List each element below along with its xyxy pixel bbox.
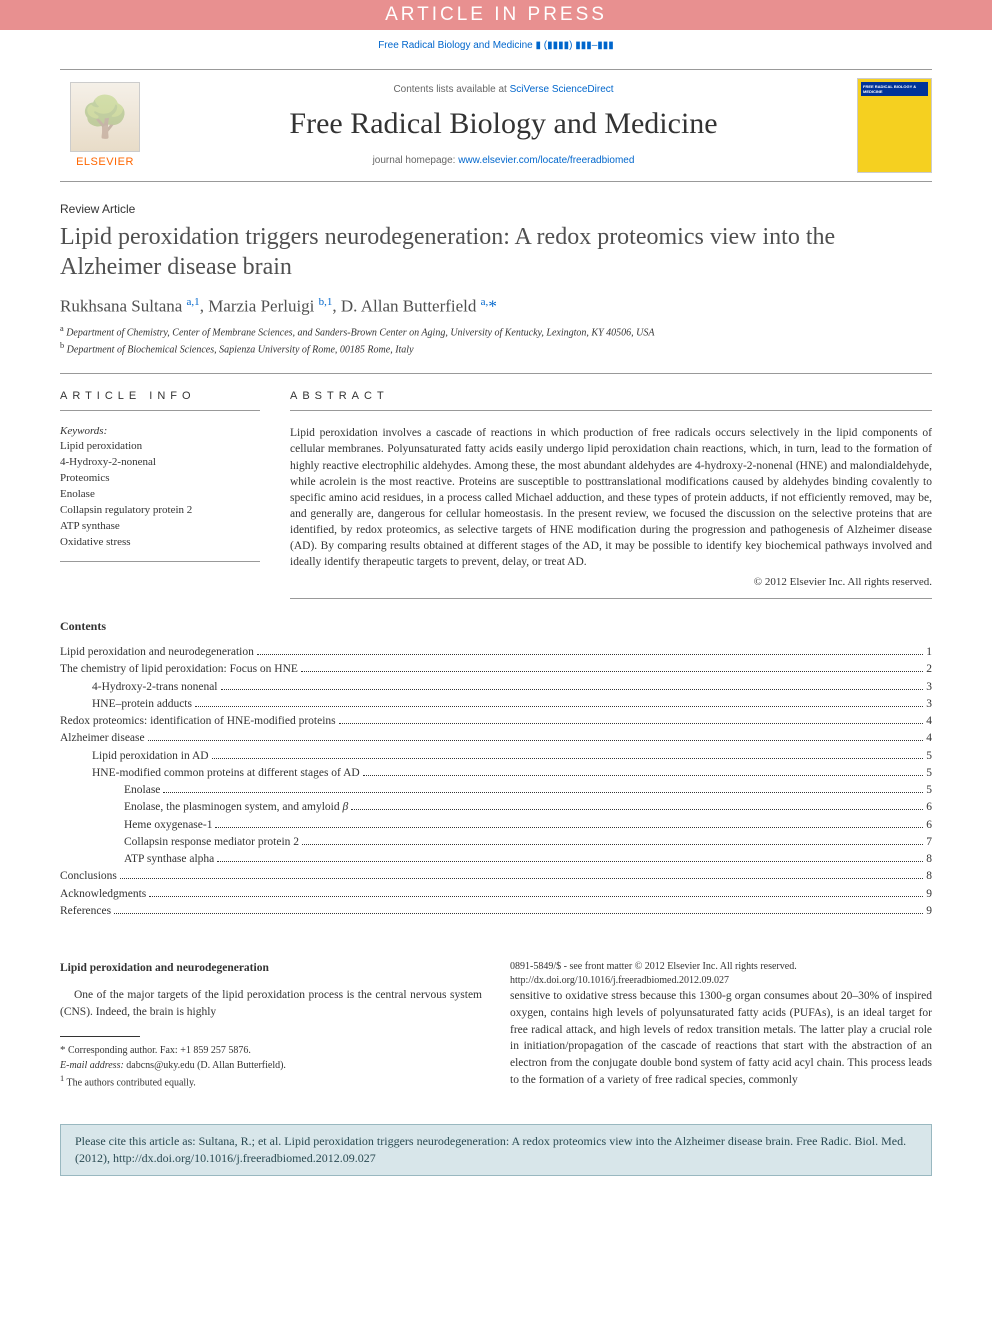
journal-header: ELSEVIER Contents lists available at Sci… xyxy=(60,69,932,182)
toc-item[interactable]: Acknowledgments 9 xyxy=(60,886,932,903)
toc-item[interactable]: Lipid peroxidation in AD 5 xyxy=(60,748,932,765)
issn-line: 0891-5849/$ - see front matter © 2012 El… xyxy=(510,960,932,974)
homepage-link[interactable]: www.elsevier.com/locate/freeradbiomed xyxy=(458,155,634,166)
affiliations: a Department of Chemistry, Center of Mem… xyxy=(60,323,932,375)
toc-item[interactable]: Heme oxygenase-1 6 xyxy=(60,817,932,834)
toc-item[interactable]: Enolase, the plasminogen system, and amy… xyxy=(60,799,932,816)
article-title: Lipid peroxidation triggers neurodegener… xyxy=(60,222,932,282)
footnote-separator xyxy=(60,1036,140,1037)
toc-item[interactable]: Redox proteomics: identification of HNE-… xyxy=(60,713,932,730)
keywords-label: Keywords: xyxy=(60,425,260,437)
footnotes: * Corresponding author. Fax: +1 859 257 … xyxy=(60,1043,482,1090)
publisher-name: ELSEVIER xyxy=(64,156,146,168)
section-heading: Lipid peroxidation and neurodegeneration xyxy=(60,960,482,977)
contents-heading: Contents xyxy=(60,619,932,634)
toc-item[interactable]: Alzheimer disease 4 xyxy=(60,730,932,747)
journal-title-block: Contents lists available at SciVerse Sci… xyxy=(150,78,857,173)
body-paragraph: One of the major targets of the lipid pe… xyxy=(60,987,482,1020)
elsevier-tree-icon xyxy=(70,82,140,152)
journal-homepage: journal homepage: www.elsevier.com/locat… xyxy=(160,155,847,166)
affiliation-b: b Department of Biochemical Sciences, Sa… xyxy=(60,340,932,357)
toc-item[interactable]: HNE-modified common proteins at differen… xyxy=(60,765,932,782)
body-text: Lipid peroxidation and neurodegeneration… xyxy=(60,960,932,1094)
abstract-label: abstract xyxy=(290,390,932,411)
contents-prefix: Contents lists available at xyxy=(393,84,509,95)
abstract-text: Lipid peroxidation involves a cascade of… xyxy=(290,425,932,570)
article-in-press-banner: ARTICLE IN PRESS xyxy=(0,0,992,30)
journal-name: Free Radical Biology and Medicine xyxy=(160,107,847,141)
article-info-label: article info xyxy=(60,390,260,411)
toc-item[interactable]: Collapsin response mediator protein 2 7 xyxy=(60,834,932,851)
contrib-note: 1 The authors contributed equally. xyxy=(60,1073,482,1090)
affiliation-a: a Department of Chemistry, Center of Mem… xyxy=(60,323,932,340)
authors: Rukhsana Sultana a,1, Marzia Perluigi b,… xyxy=(60,296,932,317)
toc-item[interactable]: 4-Hydroxy-2-trans nonenal 3 xyxy=(60,679,932,696)
corresponding-author: * Corresponding author. Fax: +1 859 257 … xyxy=(60,1043,482,1058)
front-matter: 0891-5849/$ - see front matter © 2012 El… xyxy=(510,960,932,988)
contents-available: Contents lists available at SciVerse Sci… xyxy=(160,84,847,95)
publisher-logo-block: ELSEVIER xyxy=(60,78,150,173)
copyright-line: © 2012 Elsevier Inc. All rights reserved… xyxy=(290,576,932,599)
email-line: E-mail address: dabcns@uky.edu (D. Allan… xyxy=(60,1059,482,1073)
article-type: Review Article xyxy=(60,202,932,216)
toc-item[interactable]: Lipid peroxidation and neurodegeneration… xyxy=(60,644,932,661)
toc-item[interactable]: Conclusions 8 xyxy=(60,868,932,885)
toc-item[interactable]: HNE–protein adducts 3 xyxy=(60,696,932,713)
abstract-block: abstract Lipid peroxidation involves a c… xyxy=(290,390,932,599)
doi-line: http://dx.doi.org/10.1016/j.freeradbiome… xyxy=(510,974,932,988)
article-info-block: article info Keywords: Lipid peroxidatio… xyxy=(60,390,260,599)
toc-item[interactable]: References 9 xyxy=(60,903,932,920)
cover-title: FREE RADICAL BIOLOGY & MEDICINE xyxy=(861,82,928,96)
homepage-prefix: journal homepage: xyxy=(373,155,459,166)
toc-item[interactable]: The chemistry of lipid peroxidation: Foc… xyxy=(60,661,932,678)
journal-reference: Free Radical Biology and Medicine ▮ (▮▮▮… xyxy=(0,30,992,69)
table-of-contents: Lipid peroxidation and neurodegeneration… xyxy=(60,644,932,920)
toc-item[interactable]: Enolase 5 xyxy=(60,782,932,799)
citation-box: Please cite this article as: Sultana, R.… xyxy=(60,1124,932,1176)
body-paragraph-col2: sensitive to oxidative stress because th… xyxy=(510,988,932,1088)
toc-item[interactable]: ATP synthase alpha 8 xyxy=(60,851,932,868)
sciencedirect-link[interactable]: SciVerse ScienceDirect xyxy=(510,84,614,95)
journal-cover-thumb: FREE RADICAL BIOLOGY & MEDICINE xyxy=(857,78,932,173)
keywords-list: Lipid peroxidation4-Hydroxy-2-nonenalPro… xyxy=(60,439,260,562)
